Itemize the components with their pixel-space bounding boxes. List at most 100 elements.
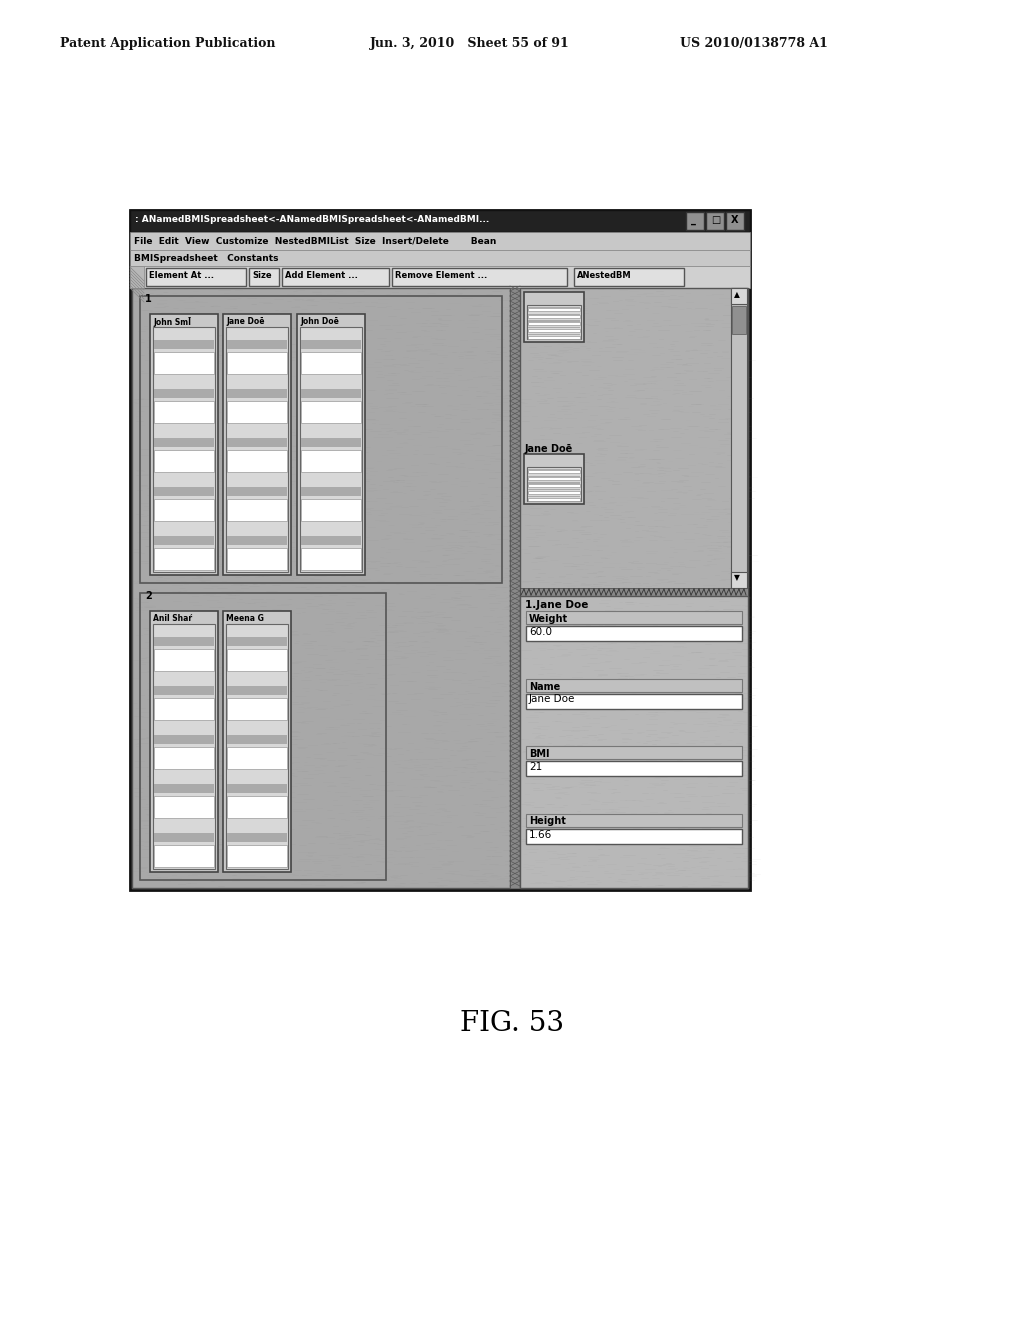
- Bar: [520, 597, 748, 888]
- Bar: [526, 746, 742, 759]
- Text: 1.Jane Doe: 1.Jane Doe: [525, 601, 589, 610]
- Bar: [528, 498, 580, 500]
- Bar: [227, 351, 287, 374]
- Bar: [130, 232, 750, 249]
- Bar: [301, 389, 361, 399]
- Bar: [528, 470, 580, 474]
- Bar: [227, 536, 287, 545]
- Bar: [527, 467, 581, 502]
- Bar: [226, 624, 288, 869]
- Bar: [227, 796, 287, 817]
- Bar: [731, 288, 746, 304]
- Bar: [227, 450, 287, 471]
- Bar: [706, 213, 724, 230]
- Bar: [140, 593, 386, 880]
- Bar: [146, 268, 246, 286]
- Text: 21: 21: [529, 762, 543, 772]
- Bar: [227, 389, 287, 399]
- Bar: [227, 747, 287, 768]
- Bar: [154, 833, 214, 842]
- Bar: [526, 813, 742, 826]
- Bar: [154, 438, 214, 447]
- Bar: [130, 210, 750, 890]
- Text: Jun. 3, 2010   Sheet 55 of 91: Jun. 3, 2010 Sheet 55 of 91: [370, 37, 569, 50]
- Text: Patent Application Publication: Patent Application Publication: [60, 37, 275, 50]
- Bar: [154, 389, 214, 399]
- Bar: [150, 611, 218, 873]
- Bar: [301, 341, 361, 348]
- Bar: [130, 267, 750, 288]
- Bar: [154, 796, 214, 817]
- Text: Jane Doē: Jane Doē: [226, 317, 264, 326]
- Bar: [301, 536, 361, 545]
- Text: X: X: [731, 215, 738, 224]
- Bar: [154, 747, 214, 768]
- Text: Add Element ...: Add Element ...: [285, 271, 357, 280]
- Bar: [227, 487, 287, 496]
- Bar: [130, 249, 750, 267]
- Bar: [227, 697, 287, 719]
- Bar: [528, 309, 580, 312]
- Bar: [227, 341, 287, 348]
- Bar: [154, 351, 214, 374]
- Bar: [227, 400, 287, 422]
- Bar: [154, 686, 214, 696]
- Bar: [528, 322, 580, 325]
- Bar: [301, 487, 361, 496]
- Bar: [227, 686, 287, 696]
- Text: Size: Size: [252, 271, 271, 280]
- Text: □: □: [711, 215, 720, 224]
- Text: ▼: ▼: [734, 573, 740, 582]
- Bar: [140, 296, 502, 583]
- Bar: [528, 491, 580, 494]
- Text: FIG. 53: FIG. 53: [460, 1010, 564, 1038]
- Bar: [227, 845, 287, 866]
- Text: ANestedBM: ANestedBM: [577, 271, 632, 280]
- Bar: [154, 400, 214, 422]
- Bar: [227, 638, 287, 645]
- Text: John Doē: John Doē: [300, 317, 339, 326]
- Bar: [227, 648, 287, 671]
- Bar: [130, 210, 750, 232]
- Bar: [510, 288, 520, 888]
- Bar: [301, 351, 361, 374]
- Bar: [226, 327, 288, 572]
- Bar: [392, 268, 567, 286]
- Bar: [154, 341, 214, 348]
- Text: Weight: Weight: [529, 614, 568, 624]
- Bar: [524, 292, 584, 342]
- Bar: [154, 638, 214, 645]
- Bar: [574, 268, 684, 286]
- Bar: [520, 587, 748, 597]
- Text: Remove Element ...: Remove Element ...: [395, 271, 487, 280]
- Text: John SmĪ: John SmĪ: [153, 317, 191, 327]
- Text: Meena G: Meena G: [226, 614, 264, 623]
- Text: : ANamedBMISpreadsheet<-ANamedBMISpreadsheet<-ANamedBMI...: : ANamedBMISpreadsheet<-ANamedBMISpreads…: [135, 215, 489, 224]
- Bar: [150, 314, 218, 576]
- Bar: [528, 478, 580, 480]
- Bar: [282, 268, 389, 286]
- Bar: [524, 454, 584, 504]
- Bar: [526, 829, 742, 843]
- Bar: [731, 288, 746, 587]
- Text: _: _: [691, 215, 696, 224]
- Bar: [227, 833, 287, 842]
- Bar: [153, 327, 215, 572]
- Text: Jane Doē: Jane Doē: [525, 444, 573, 454]
- Bar: [527, 305, 581, 339]
- Bar: [526, 626, 742, 642]
- Bar: [227, 438, 287, 447]
- Text: ▲: ▲: [734, 290, 740, 300]
- Text: 1: 1: [145, 294, 152, 304]
- Bar: [154, 487, 214, 496]
- Bar: [528, 484, 580, 487]
- Bar: [526, 611, 742, 624]
- Bar: [301, 499, 361, 520]
- Bar: [726, 213, 744, 230]
- Bar: [297, 314, 365, 576]
- Bar: [227, 499, 287, 520]
- Bar: [154, 548, 214, 569]
- Text: Anil Shaŕ: Anil Shaŕ: [153, 614, 193, 623]
- Text: Height: Height: [529, 817, 566, 826]
- Text: Element At ...: Element At ...: [150, 271, 214, 280]
